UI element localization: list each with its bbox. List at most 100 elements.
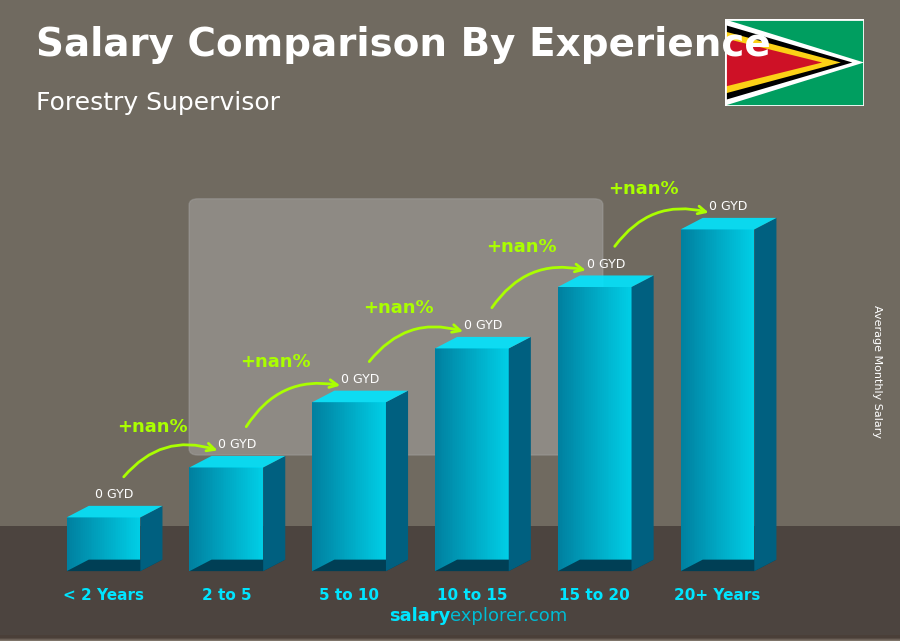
Bar: [81, 517, 84, 571]
Bar: [314, 402, 316, 571]
Bar: [0, 637, 900, 640]
Bar: [212, 467, 213, 571]
Polygon shape: [680, 560, 777, 571]
Bar: [381, 402, 382, 571]
Bar: [358, 402, 360, 571]
Bar: [558, 287, 560, 571]
Bar: [602, 287, 604, 571]
Bar: [0, 637, 900, 640]
Bar: [384, 402, 386, 571]
Bar: [0, 638, 900, 641]
Bar: [0, 638, 900, 641]
Bar: [0, 635, 900, 638]
Bar: [0, 635, 900, 638]
Bar: [600, 287, 602, 571]
Bar: [0, 638, 900, 641]
Bar: [0, 637, 900, 640]
Bar: [0, 636, 900, 639]
Bar: [609, 287, 611, 571]
Bar: [468, 349, 470, 571]
Bar: [0, 637, 900, 640]
Bar: [0, 637, 900, 640]
Bar: [0, 637, 900, 641]
Bar: [710, 229, 712, 571]
Bar: [0, 635, 900, 638]
Bar: [248, 467, 250, 571]
Bar: [498, 349, 500, 571]
Bar: [576, 287, 578, 571]
Bar: [0, 636, 900, 639]
Bar: [74, 517, 76, 571]
Bar: [338, 402, 340, 571]
Text: 0 GYD: 0 GYD: [587, 258, 625, 271]
Polygon shape: [190, 456, 285, 467]
Bar: [0, 635, 900, 638]
Bar: [91, 517, 93, 571]
Polygon shape: [724, 25, 852, 100]
Text: 0 GYD: 0 GYD: [464, 319, 502, 332]
Bar: [0, 635, 900, 638]
Bar: [562, 287, 563, 571]
Bar: [0, 637, 900, 640]
Bar: [696, 229, 698, 571]
Bar: [0, 637, 900, 640]
Bar: [485, 349, 487, 571]
Bar: [457, 349, 459, 571]
Bar: [505, 349, 507, 571]
Bar: [472, 349, 473, 571]
Bar: [0, 635, 900, 638]
Bar: [362, 402, 364, 571]
Bar: [128, 517, 130, 571]
Bar: [0, 636, 900, 639]
Bar: [0, 635, 900, 638]
Bar: [717, 229, 719, 571]
Bar: [724, 229, 726, 571]
Bar: [0, 637, 900, 640]
Bar: [0, 636, 900, 639]
Bar: [0, 635, 900, 638]
Bar: [712, 229, 714, 571]
Bar: [0, 636, 900, 639]
Bar: [328, 402, 330, 571]
Bar: [93, 517, 94, 571]
Bar: [0, 637, 900, 640]
Bar: [606, 287, 608, 571]
Bar: [0, 637, 900, 640]
Bar: [0, 637, 900, 640]
Polygon shape: [435, 560, 531, 571]
Bar: [563, 287, 565, 571]
Bar: [492, 349, 494, 571]
Bar: [0, 635, 900, 638]
Bar: [0, 635, 900, 638]
Bar: [723, 229, 724, 571]
Bar: [369, 402, 371, 571]
Bar: [0, 635, 900, 638]
Polygon shape: [632, 276, 653, 571]
Polygon shape: [558, 560, 653, 571]
Bar: [445, 349, 446, 571]
Bar: [0, 637, 900, 640]
Bar: [688, 229, 690, 571]
Text: 0 GYD: 0 GYD: [218, 438, 256, 451]
Bar: [0, 637, 900, 640]
Polygon shape: [386, 390, 408, 571]
Bar: [382, 402, 384, 571]
Bar: [0, 637, 900, 640]
Bar: [0, 638, 900, 641]
Bar: [0, 635, 900, 638]
Bar: [598, 287, 600, 571]
Text: +nan%: +nan%: [117, 418, 188, 436]
Bar: [616, 287, 618, 571]
Bar: [0, 636, 900, 639]
Bar: [734, 229, 736, 571]
Bar: [259, 467, 261, 571]
Bar: [257, 467, 259, 571]
Polygon shape: [312, 390, 408, 402]
Bar: [0, 637, 900, 640]
Bar: [684, 229, 686, 571]
Bar: [572, 287, 574, 571]
Bar: [0, 636, 900, 639]
Bar: [0, 636, 900, 639]
Bar: [236, 467, 238, 571]
Bar: [126, 517, 128, 571]
